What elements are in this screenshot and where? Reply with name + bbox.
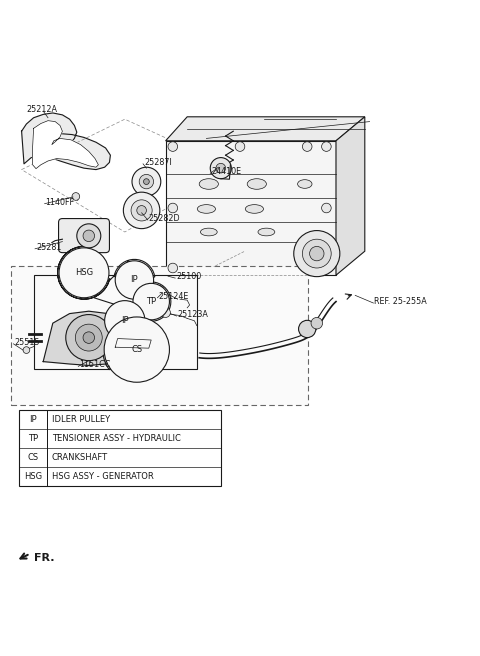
Circle shape [322, 142, 331, 152]
Circle shape [59, 248, 109, 298]
Polygon shape [166, 117, 365, 141]
Ellipse shape [298, 180, 312, 188]
Ellipse shape [201, 228, 217, 236]
Circle shape [77, 224, 101, 248]
Text: 24410E: 24410E [211, 167, 241, 176]
Text: TENSIONER ASSY - HYDRAULIC: TENSIONER ASSY - HYDRAULIC [52, 434, 180, 443]
Circle shape [168, 142, 178, 152]
Circle shape [310, 247, 324, 261]
Text: IDLER PULLEY: IDLER PULLEY [52, 415, 110, 424]
Circle shape [83, 332, 95, 343]
Circle shape [83, 230, 95, 241]
Text: 1151CC: 1151CC [79, 360, 110, 369]
Text: FR.: FR. [34, 554, 54, 564]
Circle shape [161, 308, 170, 318]
Circle shape [75, 324, 102, 351]
Text: 25123A: 25123A [178, 310, 208, 319]
Polygon shape [115, 338, 151, 348]
Circle shape [133, 283, 169, 320]
Polygon shape [336, 117, 365, 276]
Circle shape [322, 203, 331, 213]
Circle shape [302, 239, 331, 268]
Ellipse shape [245, 205, 264, 213]
Text: CRANKSHAFT: CRANKSHAFT [52, 453, 108, 462]
Circle shape [153, 285, 164, 297]
FancyBboxPatch shape [19, 409, 221, 486]
Circle shape [139, 174, 154, 189]
Circle shape [216, 163, 226, 173]
Text: 25287I: 25287I [144, 158, 172, 167]
Circle shape [294, 230, 340, 277]
Circle shape [235, 142, 245, 152]
Circle shape [23, 347, 30, 354]
Text: HSG: HSG [75, 268, 93, 277]
Text: IP: IP [121, 316, 129, 325]
Text: 25515: 25515 [14, 338, 40, 347]
Circle shape [104, 317, 169, 382]
Text: CS: CS [27, 453, 39, 462]
Circle shape [311, 318, 323, 329]
Circle shape [66, 315, 112, 361]
Circle shape [322, 263, 331, 273]
Text: CS: CS [131, 345, 143, 354]
Text: TP: TP [28, 434, 38, 443]
Polygon shape [166, 141, 336, 276]
FancyBboxPatch shape [34, 276, 197, 369]
Circle shape [299, 320, 316, 338]
Polygon shape [33, 121, 98, 169]
Circle shape [144, 178, 149, 184]
Ellipse shape [197, 205, 216, 213]
Text: TP: TP [146, 297, 156, 306]
FancyBboxPatch shape [11, 266, 308, 405]
Text: REF. 25-255A: REF. 25-255A [374, 297, 427, 306]
Circle shape [105, 300, 145, 341]
Text: IP: IP [131, 276, 138, 285]
Circle shape [168, 263, 178, 273]
Polygon shape [43, 311, 132, 365]
Text: HSG: HSG [24, 472, 42, 482]
Circle shape [132, 167, 161, 196]
Circle shape [123, 192, 160, 229]
Text: HSG ASSY - GENERATOR: HSG ASSY - GENERATOR [52, 472, 154, 482]
Text: 25124E: 25124E [158, 292, 189, 301]
Text: IP: IP [29, 415, 37, 424]
Circle shape [115, 261, 154, 299]
Ellipse shape [258, 228, 275, 236]
Text: 25212A: 25212A [26, 105, 58, 114]
Text: 1140FF: 1140FF [46, 197, 74, 207]
Circle shape [302, 142, 312, 152]
Circle shape [72, 193, 80, 200]
Circle shape [210, 157, 231, 178]
FancyBboxPatch shape [59, 218, 109, 253]
Polygon shape [22, 113, 110, 170]
Text: 25282D: 25282D [149, 214, 180, 223]
Ellipse shape [199, 178, 218, 190]
Circle shape [137, 205, 146, 215]
Ellipse shape [247, 178, 266, 190]
Text: 25100: 25100 [177, 272, 202, 281]
Text: 25281: 25281 [36, 243, 61, 252]
Circle shape [131, 200, 152, 221]
Circle shape [168, 203, 178, 213]
